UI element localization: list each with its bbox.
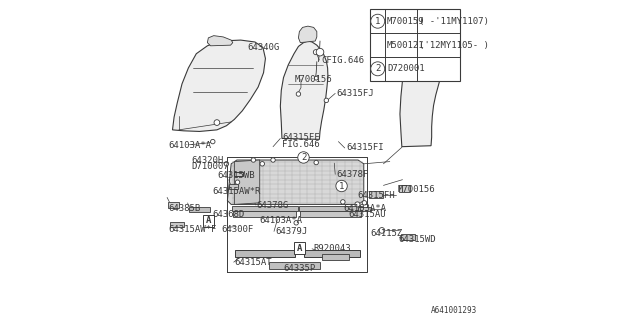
- Text: R920043: R920043: [314, 244, 351, 253]
- Text: ( -'11MY1107): ( -'11MY1107): [419, 17, 488, 26]
- Polygon shape: [228, 184, 238, 188]
- Polygon shape: [233, 211, 296, 217]
- Text: CFIG.646: CFIG.646: [321, 56, 365, 65]
- Text: 64315FJ: 64315FJ: [337, 89, 374, 98]
- Polygon shape: [399, 185, 410, 192]
- Circle shape: [298, 152, 309, 163]
- Circle shape: [314, 76, 318, 80]
- Polygon shape: [369, 191, 383, 198]
- Text: 64315AW*R: 64315AW*R: [212, 187, 261, 196]
- Circle shape: [251, 158, 255, 162]
- Circle shape: [355, 202, 360, 207]
- FancyBboxPatch shape: [203, 215, 214, 227]
- Polygon shape: [170, 222, 184, 227]
- Polygon shape: [269, 262, 320, 269]
- Polygon shape: [227, 160, 364, 204]
- Polygon shape: [234, 172, 243, 177]
- Text: 64385B: 64385B: [168, 204, 200, 213]
- Circle shape: [371, 62, 385, 76]
- Text: 64340G: 64340G: [248, 43, 280, 52]
- Text: 64300F: 64300F: [221, 225, 254, 234]
- Text: 64115Z: 64115Z: [370, 229, 403, 238]
- Circle shape: [316, 48, 324, 56]
- Text: 64320H: 64320H: [191, 156, 224, 165]
- Text: 64368D: 64368D: [212, 210, 244, 219]
- Polygon shape: [321, 253, 349, 260]
- Circle shape: [294, 220, 298, 225]
- Text: 64378G: 64378G: [257, 201, 289, 210]
- Polygon shape: [189, 207, 210, 212]
- Text: 64315AT: 64315AT: [234, 258, 272, 267]
- Circle shape: [314, 50, 319, 55]
- Text: M700156: M700156: [294, 75, 332, 84]
- Polygon shape: [358, 207, 371, 212]
- Text: A641001293: A641001293: [430, 306, 477, 315]
- Text: M500121: M500121: [387, 41, 424, 50]
- Text: 64103A*A: 64103A*A: [168, 141, 211, 150]
- Text: 64315FH: 64315FH: [357, 191, 395, 200]
- Text: 64315FF: 64315FF: [282, 133, 319, 142]
- Circle shape: [379, 228, 385, 233]
- Polygon shape: [207, 36, 233, 46]
- Text: 1: 1: [339, 181, 344, 190]
- Circle shape: [271, 158, 275, 162]
- Circle shape: [260, 162, 264, 166]
- Text: D720001: D720001: [387, 64, 424, 73]
- FancyBboxPatch shape: [294, 243, 305, 254]
- Text: M700156: M700156: [397, 185, 435, 194]
- Polygon shape: [300, 211, 360, 217]
- Polygon shape: [168, 202, 179, 208]
- Circle shape: [296, 92, 301, 96]
- Polygon shape: [300, 206, 362, 211]
- Circle shape: [336, 180, 348, 192]
- Circle shape: [314, 160, 319, 165]
- Text: 64315FI: 64315FI: [346, 143, 383, 152]
- Polygon shape: [401, 234, 415, 240]
- Text: FIG.646: FIG.646: [282, 140, 319, 149]
- Text: 1: 1: [375, 17, 380, 26]
- Circle shape: [362, 201, 367, 205]
- Circle shape: [224, 162, 228, 166]
- Text: 64378F: 64378F: [337, 170, 369, 179]
- Text: A: A: [205, 216, 211, 225]
- Text: 64103A*A: 64103A*A: [259, 216, 302, 225]
- Polygon shape: [420, 27, 437, 39]
- Polygon shape: [400, 37, 443, 147]
- Text: 64379J: 64379J: [276, 227, 308, 236]
- Text: 64335P: 64335P: [284, 264, 316, 273]
- Text: ('12MY1105- ): ('12MY1105- ): [419, 41, 488, 50]
- Text: M700159: M700159: [387, 17, 424, 26]
- Circle shape: [211, 140, 215, 144]
- Polygon shape: [304, 251, 360, 257]
- Polygon shape: [235, 251, 294, 257]
- FancyBboxPatch shape: [370, 9, 460, 81]
- Text: D710007: D710007: [191, 163, 229, 172]
- Text: 64315WD: 64315WD: [399, 236, 436, 244]
- Polygon shape: [173, 40, 266, 132]
- Polygon shape: [234, 160, 260, 204]
- Circle shape: [371, 14, 385, 28]
- Text: 64315AW*F: 64315AW*F: [168, 225, 217, 234]
- Circle shape: [214, 120, 220, 125]
- Text: 64103A*A: 64103A*A: [344, 204, 387, 213]
- Text: 2: 2: [301, 153, 306, 162]
- Text: A: A: [297, 244, 302, 253]
- Text: 64315AU: 64315AU: [349, 210, 386, 219]
- Polygon shape: [298, 26, 317, 43]
- Polygon shape: [232, 206, 298, 211]
- Text: 2: 2: [375, 64, 380, 73]
- Circle shape: [340, 200, 345, 204]
- Circle shape: [324, 98, 328, 103]
- Polygon shape: [280, 41, 328, 140]
- Circle shape: [236, 180, 240, 184]
- Text: 64315WB: 64315WB: [218, 172, 255, 180]
